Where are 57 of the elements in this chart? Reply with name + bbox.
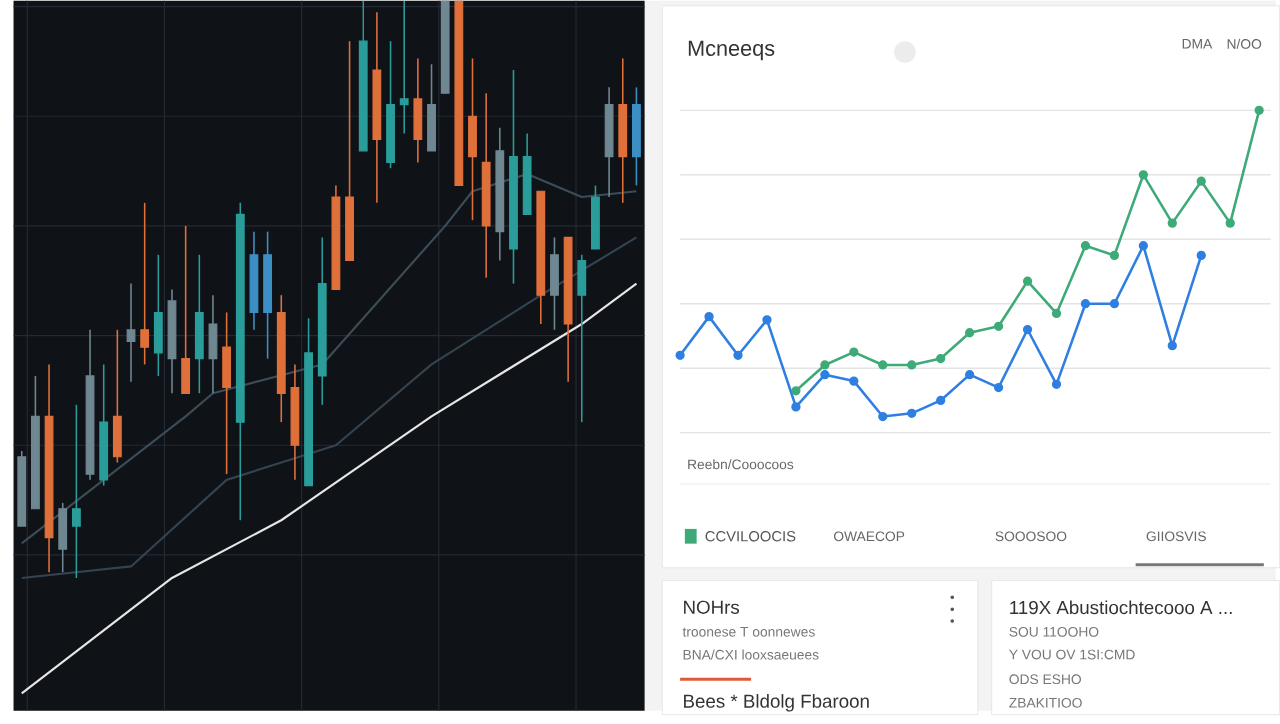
- text: BNA/CXI looxsaeuees: [683, 649, 819, 660]
- point: [936, 353, 946, 364]
- point: [1167, 218, 1177, 228]
- point: [907, 408, 917, 418]
- point: [907, 360, 917, 370]
- point: [1022, 324, 1033, 335]
- text: NOHrs: [684, 600, 740, 614]
- text: GIIOSVIS: [1146, 531, 1206, 542]
- text: troonese T oonnewes: [682, 626, 815, 637]
- point: [1138, 170, 1148, 180]
- point: [675, 350, 685, 360]
- point: [1109, 298, 1120, 309]
- point: [791, 386, 801, 396]
- candlestick: [126, 282, 136, 383]
- text: ZBAKITIOO: [1009, 697, 1082, 708]
- point: [1051, 379, 1062, 389]
- point: [791, 402, 801, 412]
- point: [1254, 105, 1264, 115]
- point: [1196, 250, 1206, 260]
- text: DMA: [1182, 38, 1213, 49]
- text: SOU 11OOHO: [1009, 626, 1099, 637]
- point: [993, 321, 1004, 331]
- point: [762, 315, 772, 325]
- text: 119X Abustiochtecooo A ...: [1010, 600, 1232, 615]
- point: [1051, 308, 1062, 318]
- text: Bees * Bldolg Fbaroon: [684, 693, 869, 712]
- point: [849, 347, 859, 357]
- point: [820, 369, 830, 380]
- point: [1109, 250, 1120, 260]
- candlestick: [140, 201, 150, 366]
- point: [1080, 240, 1091, 251]
- point: [820, 360, 830, 370]
- point: [965, 327, 975, 338]
- point: [1080, 298, 1091, 309]
- legend-label: CCVILOOCIS: [705, 530, 796, 542]
- text: SOOOSOO: [995, 531, 1067, 542]
- point: [1138, 240, 1148, 251]
- point: [936, 395, 946, 405]
- point: [1022, 276, 1033, 286]
- candlestick: [399, 0, 409, 135]
- text: OWAECOP: [833, 531, 905, 542]
- candlestick: [71, 403, 81, 579]
- point: [733, 350, 743, 360]
- point: [1167, 340, 1177, 351]
- point: [993, 382, 1004, 393]
- point: [849, 376, 859, 386]
- text: Y VOU OV 1SI:CMD: [1009, 649, 1135, 660]
- point: [1196, 176, 1206, 186]
- chart-title: Mcneeqs: [688, 40, 775, 61]
- text: ODS ESHO: [1009, 674, 1081, 684]
- point: [965, 369, 975, 380]
- point: [1225, 218, 1235, 228]
- point: [704, 311, 714, 322]
- point: [878, 411, 888, 422]
- point: [878, 360, 888, 370]
- text: Reebn/Cooocoos: [688, 458, 794, 470]
- text: N/OO: [1227, 38, 1262, 49]
